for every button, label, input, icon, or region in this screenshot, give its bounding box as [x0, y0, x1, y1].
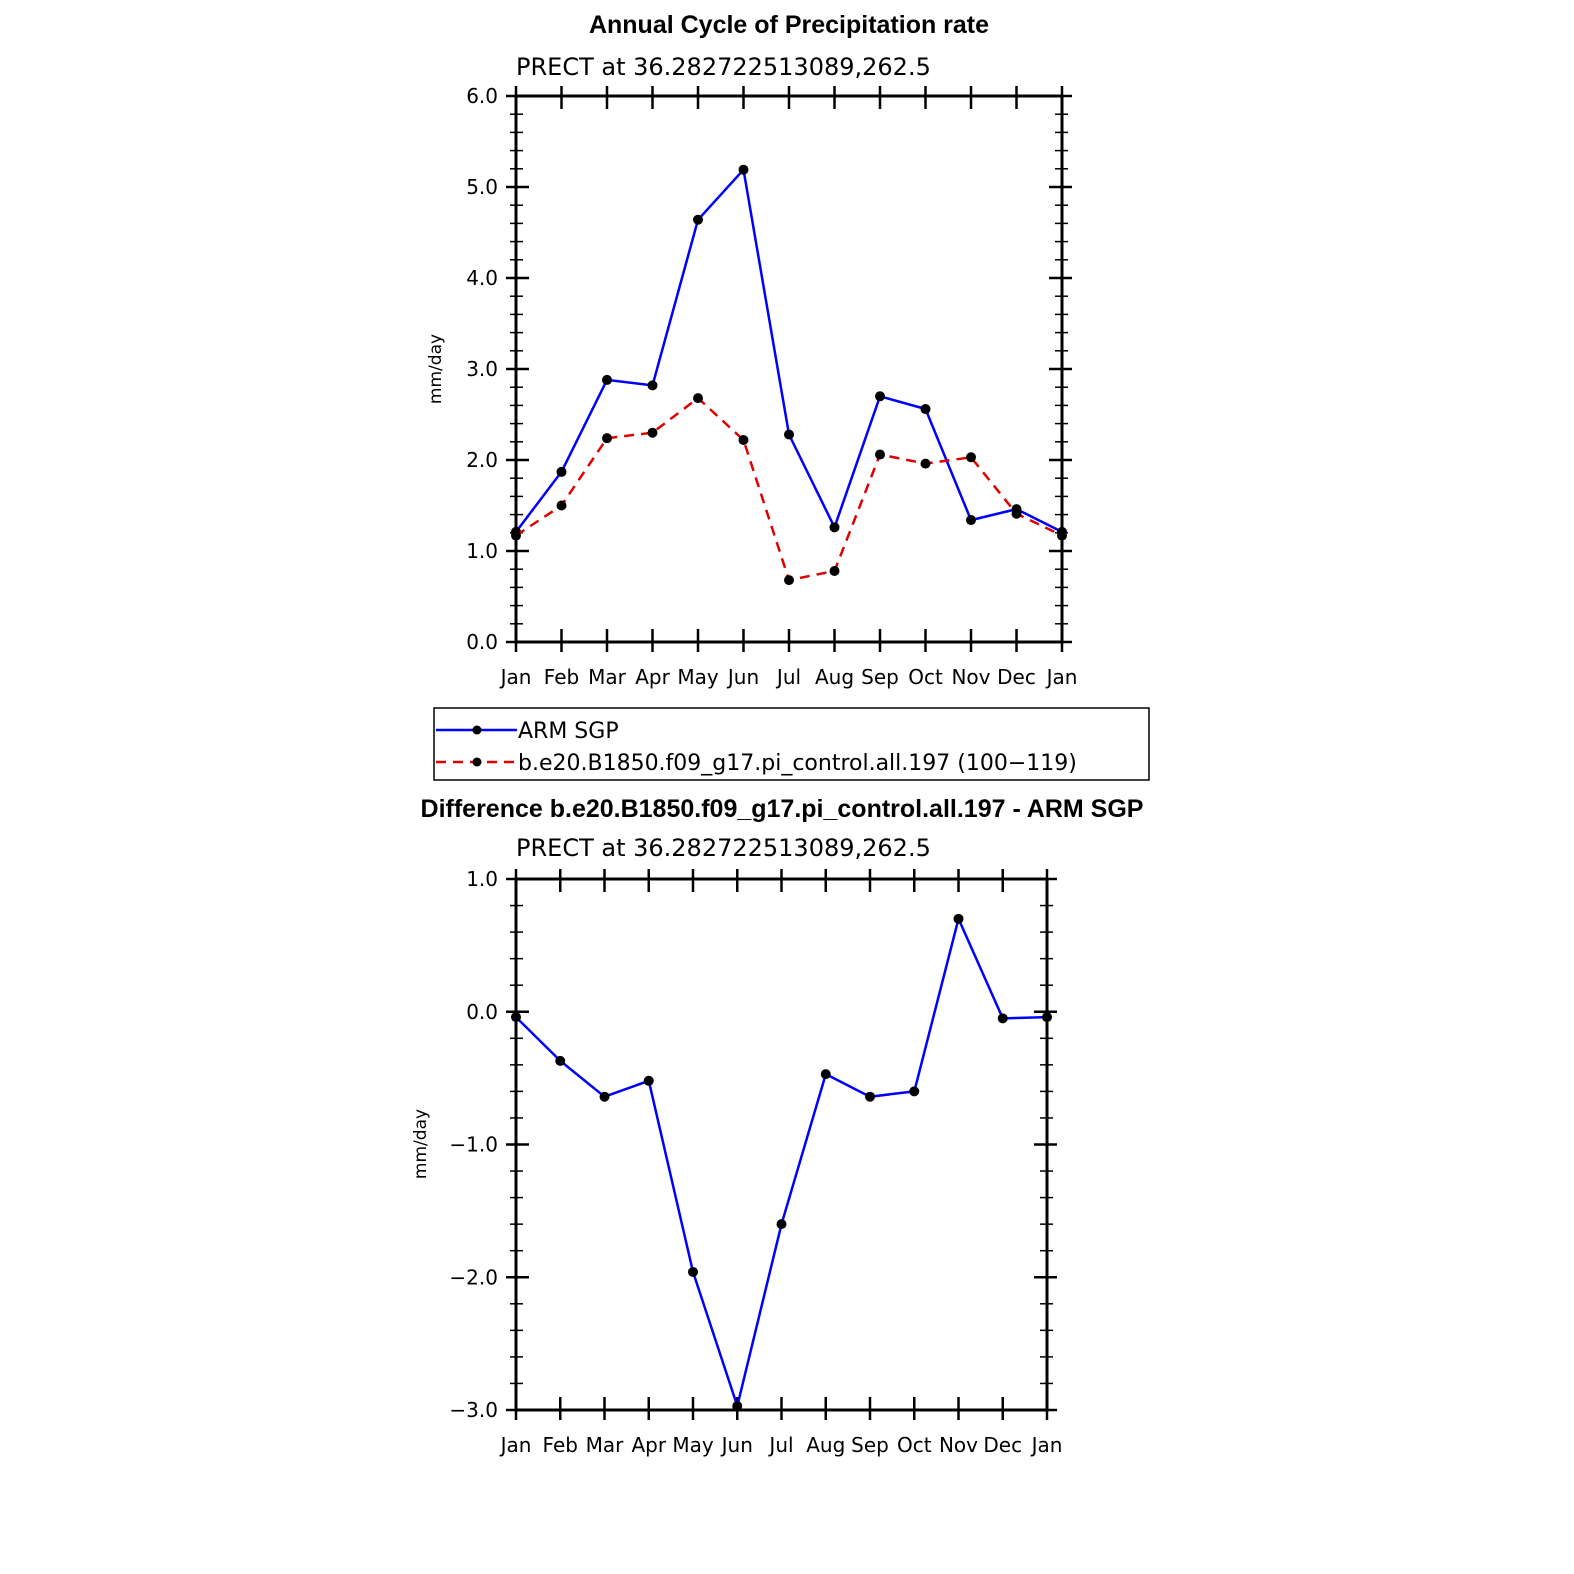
x-tick-label-dec: Dec [983, 1433, 1022, 1457]
chart-title: Annual Cycle of Precipitation rate [589, 11, 989, 39]
series-2-point [1011, 508, 1022, 519]
plot-frame [514, 94, 1064, 644]
series-2-point [920, 458, 931, 469]
y-tick-label: 4.0 [466, 266, 498, 290]
series-1-point [776, 1219, 787, 1230]
x-tick-label-jun: Jun [720, 1433, 753, 1457]
series-1-point [688, 1266, 698, 1277]
series-1-point [997, 1013, 1008, 1024]
x-tick-label-jun: Jun [726, 665, 759, 689]
x-tick-label-aug: Aug [806, 1433, 845, 1457]
y-tick-label: 5.0 [466, 175, 498, 199]
x-tick-label-mar: Mar [586, 1433, 625, 1457]
series-1-point [875, 391, 885, 402]
x-tick-label-aug: Aug [815, 665, 854, 689]
series-2-point [738, 434, 749, 445]
x-tick-label-may: May [672, 1433, 714, 1457]
series-1-point [953, 913, 964, 924]
x-tick-label-jan: Jan [1045, 665, 1078, 689]
x-tick-label-jan: Jan [499, 665, 532, 689]
series-1-point [693, 214, 703, 225]
series-1-point [829, 522, 840, 533]
annual-cycle-chart: Annual Cycle of Precipitation rate PRECT… [426, 11, 1077, 689]
chart-subtitle: PRECT at 36.282722513089,262.5 [516, 834, 931, 862]
y-tick-label: −2.0 [449, 1265, 498, 1289]
x-tick-label-jul: Jul [775, 665, 801, 689]
x-tick-label-nov: Nov [939, 1433, 978, 1457]
x-tick-label-jan: Jan [1030, 1433, 1063, 1457]
difference-chart: Difference b.e20.B1850.f09_g17.pi_contro… [411, 795, 1143, 1457]
y-tick-label: 6.0 [466, 84, 498, 108]
y-tick-label: −3.0 [449, 1398, 498, 1422]
series-2-point [693, 393, 703, 404]
x-tick-label-jan: Jan [499, 1433, 532, 1457]
legend-box [433, 707, 1150, 781]
x-tick-label-dec: Dec [997, 665, 1036, 689]
y-tick-label: −1.0 [449, 1133, 498, 1157]
legend-label-arm-sgp: ARM SGP [518, 719, 619, 744]
legend-marker-arm-sgp [472, 725, 482, 735]
x-tick-label-may: May [677, 665, 719, 689]
series-2-point [647, 427, 658, 438]
x-tick-label-apr: Apr [631, 1433, 666, 1457]
chart-title: Difference b.e20.B1850.f09_g17.pi_contro… [421, 795, 1144, 823]
series-line-1 [515, 917, 1048, 1408]
y-tick-label: 1.0 [466, 867, 498, 891]
series-1-point [909, 1086, 920, 1097]
y-tick-label: 3.0 [466, 357, 498, 381]
x-tick-label-feb: Feb [544, 665, 579, 689]
x-tick-label-oct: Oct [908, 665, 943, 689]
y-tick-label: 2.0 [466, 448, 498, 472]
x-tick-label-feb: Feb [543, 1433, 578, 1457]
series-2-point [602, 433, 612, 444]
series-1-point [647, 380, 658, 391]
series-2-point [829, 566, 840, 577]
legend-marker-model [472, 757, 482, 767]
series-1-point [784, 429, 794, 440]
series-1-point [865, 1091, 875, 1102]
x-tick-label-sep: Sep [851, 1433, 889, 1457]
y-tick-label: 1.0 [466, 539, 498, 563]
x-tick-label-nov: Nov [951, 665, 990, 689]
y-axis-label: mm/day [411, 1109, 431, 1179]
series-2-point [966, 452, 976, 463]
series-line-2 [515, 396, 1063, 582]
series-1-point [738, 164, 749, 175]
x-tick-label-mar: Mar [588, 665, 627, 689]
x-tick-label-jul: Jul [767, 1433, 793, 1457]
series-2-point [875, 449, 885, 460]
x-tick-label-sep: Sep [861, 665, 899, 689]
x-tick-label-apr: Apr [635, 665, 670, 689]
legend-label-model: b.e20.B1850.f09_g17.pi_control.all.197 (… [518, 751, 1077, 776]
series-1-point [820, 1069, 831, 1080]
series-1-point [643, 1075, 654, 1086]
series-line-1 [515, 168, 1063, 534]
series-1-point [555, 1055, 566, 1066]
series-1-point [602, 374, 612, 385]
series-2-point [784, 575, 794, 586]
series-1-point [599, 1091, 610, 1102]
plot-frame [514, 877, 1049, 1412]
legend: ARM SGP b.e20.B1850.f09_g17.pi_control.a… [433, 707, 1150, 781]
y-tick-label: 0.0 [466, 1000, 498, 1024]
series-1-point [966, 515, 976, 526]
x-tick-label-oct: Oct [897, 1433, 932, 1457]
y-axis-label: mm/day [426, 334, 446, 404]
chart-subtitle: PRECT at 36.282722513089,262.5 [516, 53, 931, 81]
series-2-point [556, 500, 567, 511]
y-tick-label: 0.0 [466, 630, 498, 654]
series-1-point [920, 404, 931, 415]
series-1-point [556, 466, 567, 477]
